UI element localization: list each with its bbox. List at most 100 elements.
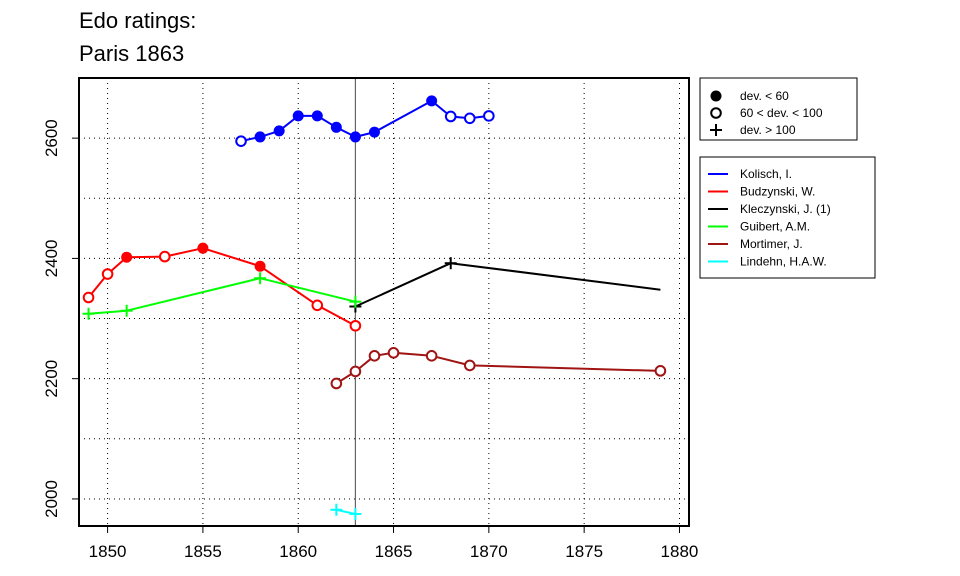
series-layer [82, 95, 667, 520]
filled-circle-marker [426, 95, 438, 107]
x-tick-label: 1855 [184, 542, 222, 561]
series-legend: Kolisch, I. Budzynski, W. Kleczynski, J. (… [699, 156, 876, 279]
data-point [254, 272, 267, 285]
series-legend-label: Guibert, A.M. [740, 220, 810, 234]
open-circle-marker [158, 250, 171, 263]
x-tick-label: 1865 [375, 542, 413, 561]
series-legend-label: Mortimer, J. [740, 237, 803, 251]
open-circle-marker [483, 110, 495, 122]
data-point [273, 125, 285, 137]
chart-title-line-1: Edo ratings: [79, 8, 196, 33]
series-0 [235, 95, 495, 147]
data-point [444, 110, 457, 123]
data-point [349, 131, 361, 143]
data-point [368, 126, 380, 138]
filled-circle-marker [254, 131, 266, 143]
data-point [330, 121, 342, 133]
filled-circle-marker [121, 251, 133, 263]
data-point [254, 260, 266, 272]
series-line [354, 262, 661, 308]
series-legend-label: Lindehn, H.A.W. [740, 255, 827, 269]
data-point [82, 307, 95, 320]
x-tick-label: 1850 [89, 542, 127, 561]
marker-legend-label: dev. > 100 [740, 123, 796, 137]
filled-circle-marker [330, 121, 342, 133]
marker-legend-label: dev. < 60 [740, 89, 789, 103]
y-tick-label: 2200 [42, 360, 61, 398]
marker-legend: dev. < 60 60 < dev. < 100 dev. > 100 [699, 77, 858, 141]
series-legend-box [699, 156, 876, 279]
filled-circle-marker [368, 126, 380, 138]
axes: 1850 1855 1860 1865 1870 1875 1880 2000 2200 2400… [42, 119, 698, 561]
marker-legend-symbol [710, 90, 722, 102]
open-circle-marker [235, 135, 247, 147]
series-4 [330, 347, 667, 390]
filled-circle-marker [197, 242, 209, 254]
series-2 [349, 257, 661, 313]
filled-circle-marker [273, 125, 285, 137]
marker-legend-box [699, 77, 858, 141]
data-point [349, 507, 362, 520]
data-point [654, 365, 667, 377]
x-tick-label: 1870 [470, 542, 508, 561]
data-point [254, 131, 266, 143]
open-circle-marker [349, 365, 362, 378]
filled-circle-marker [254, 260, 266, 272]
open-circle-marker [463, 112, 476, 125]
filled-circle-marker [292, 110, 304, 122]
data-point [387, 347, 400, 359]
open-circle-marker [387, 347, 400, 359]
plot-frame [78, 77, 690, 527]
open-circle-marker [463, 359, 476, 372]
open-circle-marker [330, 377, 343, 390]
data-point [463, 112, 476, 125]
y-tick-label: 2600 [42, 119, 61, 157]
series-1 [82, 242, 362, 332]
series-line [88, 277, 356, 315]
series-legend-label: Budzynski, W. [740, 185, 815, 199]
data-point [121, 251, 133, 263]
y-tick-label: 2400 [42, 239, 61, 277]
x-tick-label: 1880 [661, 542, 699, 561]
open-circle-marker [311, 299, 324, 312]
data-point [82, 291, 95, 304]
marker-legend-label: 60 < dev. < 100 [740, 106, 823, 120]
x-tick-label: 1860 [279, 542, 317, 561]
data-point [349, 319, 362, 332]
data-point [101, 268, 114, 280]
data-point [311, 299, 324, 312]
data-point [444, 257, 457, 270]
data-point [426, 95, 438, 107]
data-point [349, 295, 362, 308]
data-point [463, 359, 476, 372]
filled-circle-marker [311, 110, 323, 122]
data-point [311, 110, 323, 122]
data-point [158, 250, 171, 263]
marker-legend-symbol [710, 107, 722, 119]
data-point [349, 365, 362, 378]
open-circle-marker [101, 268, 114, 280]
data-point [235, 135, 247, 147]
open-circle-marker [349, 319, 362, 332]
filled-circle-marker [710, 90, 722, 102]
data-point [368, 350, 381, 362]
data-point [483, 110, 495, 122]
data-point [120, 304, 133, 317]
series-legend-label: Kleczynski, J. (1) [740, 202, 831, 216]
series-5 [330, 503, 362, 520]
series-legend-label: Kolisch, I. [740, 167, 792, 181]
filled-circle-marker [349, 131, 361, 143]
open-circle-marker [425, 350, 438, 362]
open-circle-marker [654, 365, 667, 377]
y-tick-label: 2000 [42, 480, 61, 518]
marker-legend-symbol [710, 124, 722, 136]
data-point [292, 110, 304, 122]
data-point [330, 503, 343, 516]
chart-title-line-2: Paris 1863 [79, 41, 184, 66]
grid [79, 77, 689, 526]
open-circle-marker [444, 110, 457, 123]
series-3 [82, 272, 362, 320]
open-circle-marker [82, 291, 95, 304]
data-point [425, 350, 438, 362]
